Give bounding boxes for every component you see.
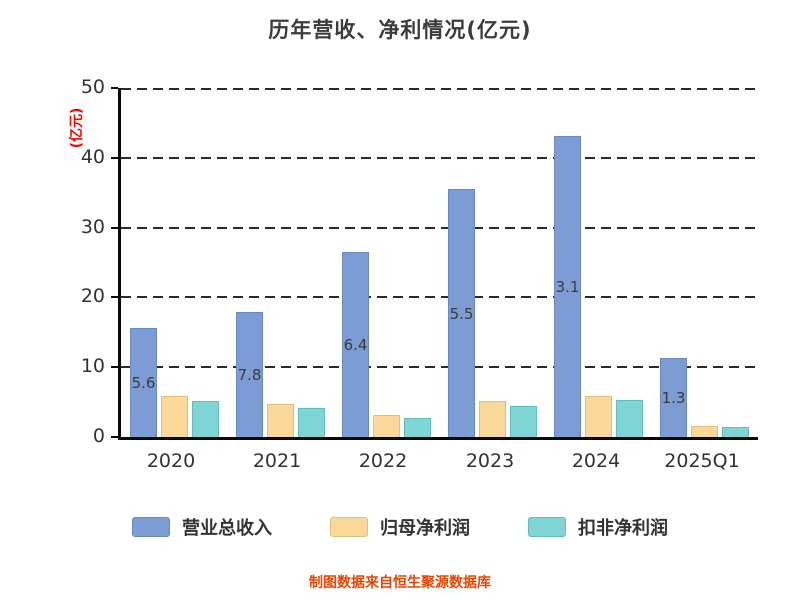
y-tick-label: 20 [80, 285, 105, 308]
bar-归母净利润 [267, 404, 294, 437]
x-tick-label: 2023 [465, 450, 515, 472]
y-tick-mark [111, 436, 118, 438]
x-tick-label: 2024 [571, 450, 621, 472]
y-tick-mark [111, 156, 118, 159]
legend: 营业总收入 归母净利润 扣非净利润 [0, 514, 800, 540]
legend-item-营业总收入: 营业总收入 [132, 514, 272, 540]
x-tick-label: 2025Q1 [664, 450, 740, 472]
legend-swatch [528, 517, 566, 537]
bar-扣非净利润 [722, 427, 749, 437]
bar-扣非净利润 [404, 418, 431, 437]
legend-item-扣非净利润: 扣非净利润 [528, 514, 668, 540]
legend-item-归母净利润: 归母净利润 [330, 514, 470, 540]
bar-扣非净利润 [510, 406, 537, 437]
data-source-note: 制图数据来自恒生聚源数据库 [309, 575, 491, 591]
bar-归母净利润 [585, 396, 612, 437]
bar-value-label: 17.86 [237, 366, 262, 384]
bar-营业总收入: 17.86 [236, 312, 263, 437]
gridline [121, 157, 758, 159]
bar-value-label: 43.15 [555, 278, 580, 296]
bar-value-label: 11.36 [661, 389, 686, 407]
bar-归母净利润 [373, 415, 400, 437]
x-tick-label: 2020 [146, 450, 196, 472]
gridline [121, 227, 758, 229]
chart-title: 历年营收、净利情况(亿元) [268, 18, 532, 42]
gridline [121, 296, 758, 298]
legend-swatch [330, 517, 368, 537]
bar-营业总收入: 11.36 [660, 358, 687, 437]
plot-area: 15.67 17.86 26.45 35.58 43.15 11.36 [118, 88, 758, 440]
bar-营业总收入: 26.45 [342, 252, 369, 437]
bar-扣非净利润 [192, 401, 219, 437]
bar-营业总收入: 43.15 [554, 136, 581, 437]
legend-label: 归母净利润 [380, 518, 470, 539]
bar-value-label: 26.45 [343, 336, 368, 354]
x-tick-label: 2021 [252, 450, 302, 472]
y-tick-label: 30 [80, 215, 105, 238]
bar-value-label: 35.58 [449, 304, 474, 323]
y-tick-label: 50 [80, 76, 105, 98]
bar-value-label: 15.67 [131, 374, 156, 392]
y-tick-label: 10 [80, 355, 105, 378]
bar-归母净利润 [479, 401, 506, 437]
bar-归母净利润 [691, 426, 718, 437]
bar-营业总收入: 35.58 [448, 189, 475, 437]
bar-归母净利润 [161, 396, 188, 437]
bar-营业总收入: 15.67 [130, 328, 157, 437]
y-tick-label: 40 [80, 145, 105, 168]
bar-扣非净利润 [298, 408, 325, 437]
y-tick-mark [111, 87, 118, 89]
y-tick-mark [111, 226, 118, 229]
x-tick-label: 2022 [358, 450, 408, 472]
bar-扣非净利润 [616, 400, 643, 437]
y-tick-mark [111, 366, 118, 369]
gridline [121, 366, 758, 368]
legend-label: 营业总收入 [182, 518, 272, 539]
y-tick-label: 0 [92, 425, 105, 447]
legend-swatch [132, 517, 170, 537]
gridline [121, 88, 758, 90]
legend-label: 扣非净利润 [578, 518, 668, 539]
y-tick-mark [111, 296, 118, 299]
